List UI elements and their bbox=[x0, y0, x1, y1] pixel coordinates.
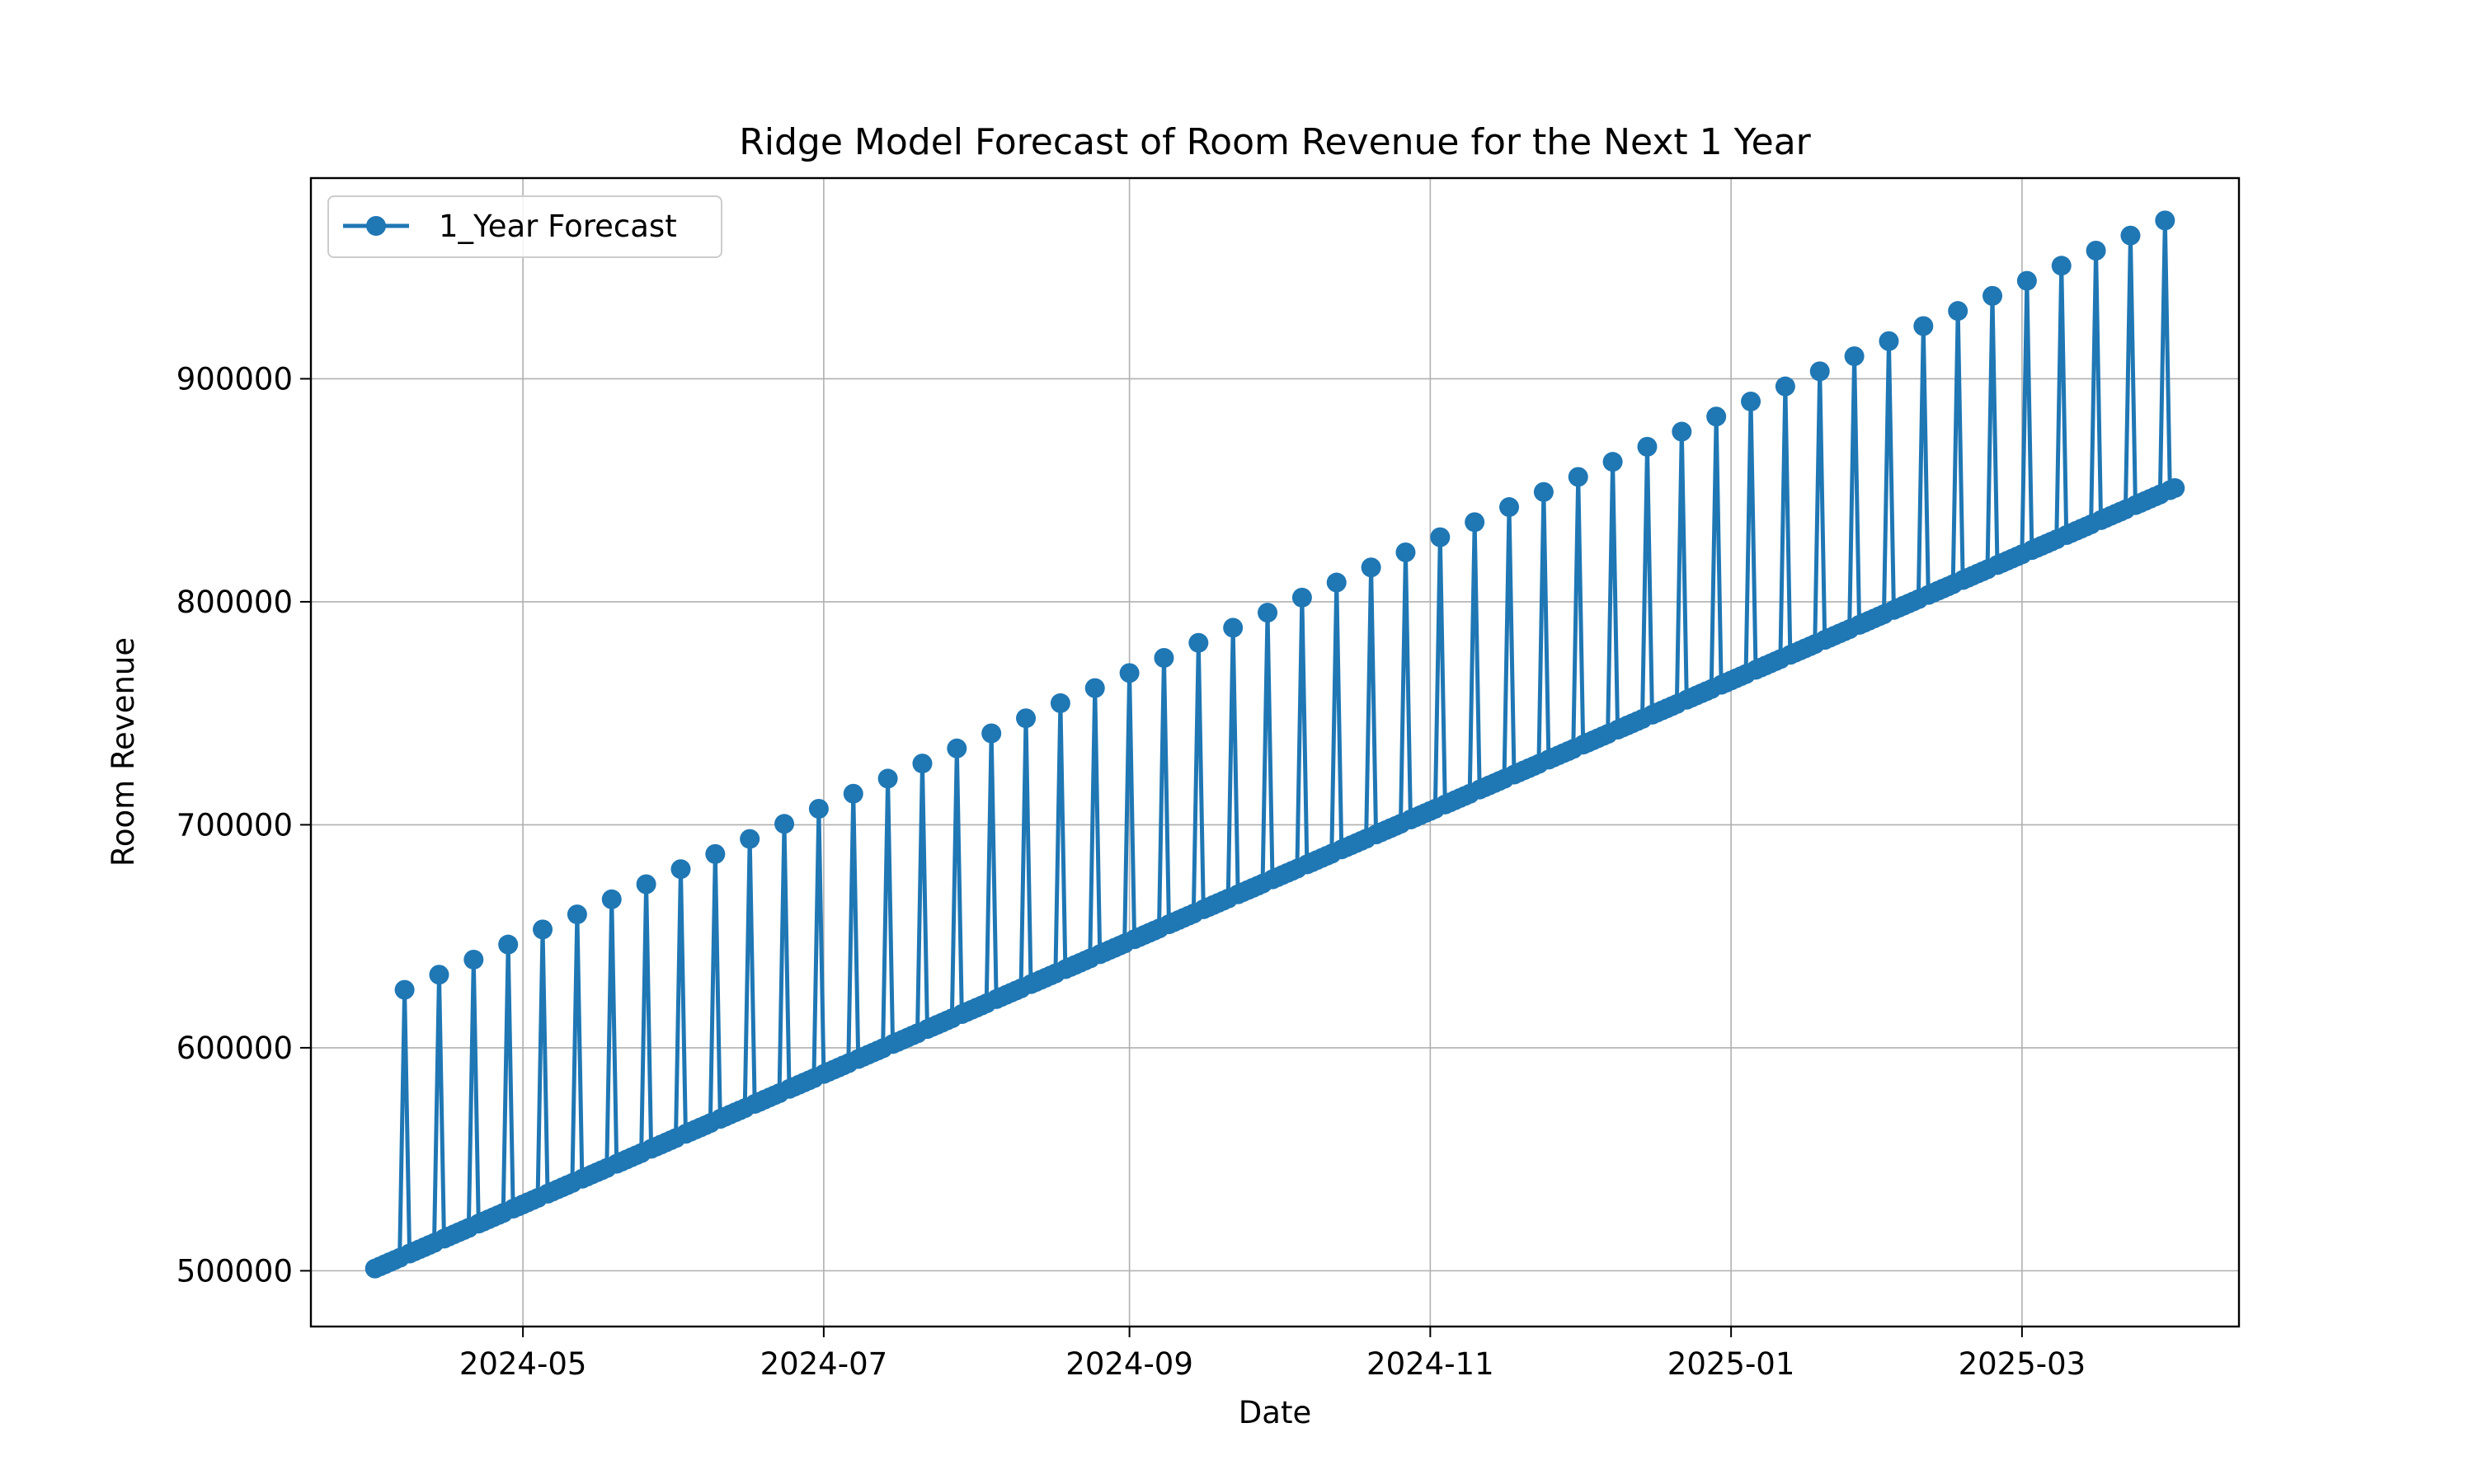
data-point bbox=[1672, 421, 1692, 442]
y-axis: 500000 600000 700000 800000 900000 bbox=[176, 361, 311, 1289]
data-point bbox=[567, 904, 587, 925]
legend-box bbox=[327, 195, 722, 258]
data-point bbox=[1430, 527, 1451, 547]
legend-label: 1_Year Forecast bbox=[439, 209, 677, 244]
data-point bbox=[808, 799, 829, 819]
legend-marker-swatch bbox=[366, 216, 386, 236]
y-axis-label: Room Revenue bbox=[106, 637, 141, 866]
data-point bbox=[2051, 256, 2072, 276]
x-tick-label: 2024-11 bbox=[1366, 1346, 1494, 1382]
plot-frame bbox=[309, 176, 2241, 1328]
data-point bbox=[1119, 663, 1140, 683]
data-point bbox=[498, 934, 519, 955]
data-point bbox=[1948, 301, 1968, 322]
data-point bbox=[2086, 240, 2106, 261]
data-point bbox=[394, 979, 415, 1000]
data-point bbox=[1016, 708, 1037, 729]
data-point bbox=[1154, 648, 1174, 669]
grid bbox=[311, 178, 2239, 1327]
data-point bbox=[1637, 436, 1658, 457]
data-point bbox=[2120, 225, 2141, 246]
data-point bbox=[1326, 572, 1347, 593]
y-tick-label: 700000 bbox=[176, 807, 293, 843]
data-point bbox=[463, 949, 484, 970]
data-point bbox=[740, 829, 760, 849]
data-point bbox=[1602, 452, 1623, 472]
y-tick-label: 600000 bbox=[176, 1031, 293, 1066]
x-axis-label: Date bbox=[1239, 1395, 1311, 1430]
data-point bbox=[1568, 467, 1588, 487]
data-point bbox=[947, 738, 967, 758]
data-point bbox=[429, 965, 449, 985]
data-point bbox=[2155, 210, 2175, 231]
data-point bbox=[1188, 632, 1209, 653]
data-point bbox=[912, 754, 933, 774]
data-point bbox=[877, 768, 898, 789]
data-point bbox=[1844, 346, 1865, 367]
x-axis: 2024-05 2024-07 2024-09 2024-11 2025-01 2025-… bbox=[459, 1327, 2086, 1382]
data-point bbox=[1050, 693, 1070, 713]
data-point bbox=[843, 783, 863, 804]
data-point bbox=[1741, 391, 1761, 411]
y-tick-label: 500000 bbox=[176, 1253, 293, 1289]
data-point bbox=[1395, 542, 1416, 562]
data-point bbox=[1809, 361, 1830, 382]
data-point bbox=[1223, 618, 1244, 638]
x-tick-label: 2024-07 bbox=[760, 1346, 888, 1382]
data-point bbox=[636, 874, 656, 895]
data-point bbox=[705, 843, 726, 864]
data-point bbox=[1291, 587, 1312, 608]
data-point bbox=[1775, 376, 1795, 397]
data-point bbox=[601, 889, 622, 909]
x-tick-label: 2025-01 bbox=[1667, 1346, 1795, 1382]
series-1-year-forecast bbox=[365, 210, 2185, 1279]
chart-title: Ridge Model Forecast of Room Revenue for… bbox=[739, 121, 1811, 163]
data-point bbox=[1913, 316, 1934, 336]
data-point bbox=[2165, 477, 2185, 498]
data-point bbox=[533, 919, 553, 940]
data-point bbox=[1258, 603, 1278, 623]
data-point bbox=[670, 859, 691, 880]
x-tick-label: 2024-05 bbox=[459, 1346, 587, 1382]
data-point bbox=[981, 723, 1002, 744]
data-point bbox=[1361, 557, 1381, 578]
data-point bbox=[1499, 497, 1520, 518]
data-point bbox=[2016, 270, 2037, 291]
x-tick-label: 2025-03 bbox=[1959, 1346, 2086, 1382]
data-point bbox=[774, 814, 795, 834]
data-point bbox=[1982, 285, 2003, 306]
legend: 1_Year Forecast bbox=[327, 195, 722, 258]
data-point bbox=[1533, 481, 1554, 502]
data-point bbox=[1465, 512, 1485, 533]
data-point bbox=[1706, 406, 1727, 427]
data-point bbox=[1879, 331, 1899, 351]
x-tick-label: 2024-09 bbox=[1065, 1346, 1193, 1382]
y-tick-label: 900000 bbox=[176, 361, 293, 397]
y-tick-label: 800000 bbox=[176, 585, 293, 620]
data-point bbox=[1084, 678, 1105, 698]
